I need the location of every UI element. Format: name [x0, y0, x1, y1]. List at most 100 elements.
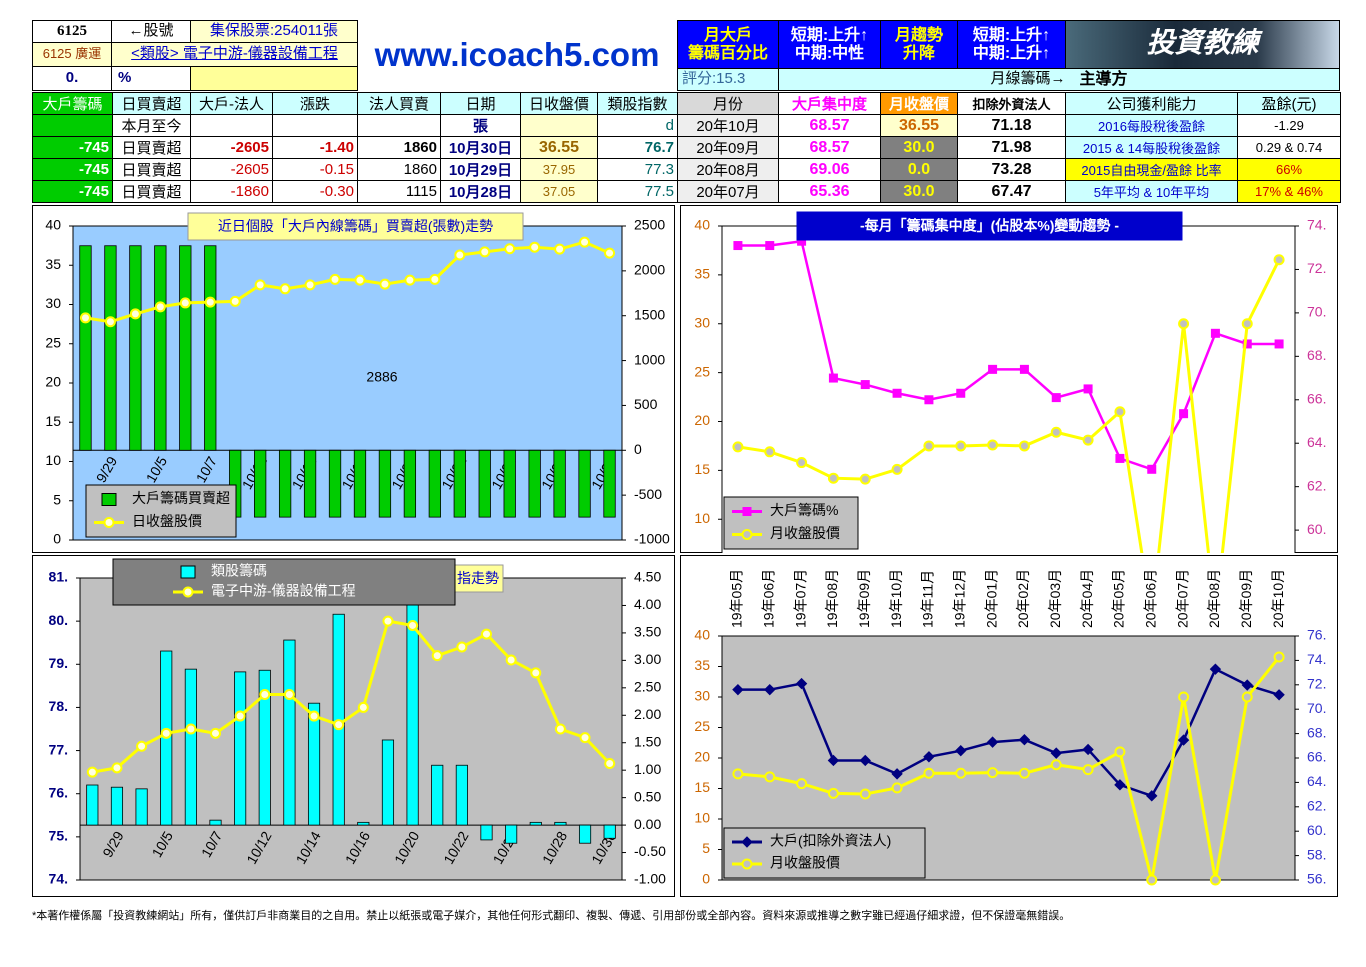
- y2-tick-label: 68.: [1307, 724, 1326, 740]
- bar: [209, 819, 222, 826]
- title-box: [796, 211, 1183, 241]
- bar: [455, 764, 468, 826]
- chart-panel: 0 5 10 15 20 25 30 35 40 -1000 -500 0 500 1000 1500 200…: [32, 205, 675, 553]
- marker: [329, 273, 341, 285]
- marker: [1114, 746, 1126, 758]
- cell: 20年07月: [677, 180, 779, 203]
- cell: 張: [440, 114, 521, 137]
- bar: [578, 449, 591, 518]
- x-tick-label: 19年10月: [888, 569, 904, 628]
- cell: 1115: [357, 180, 441, 203]
- legend-swatch: [101, 493, 117, 506]
- marker: [554, 723, 566, 735]
- y2-tick-label: 72.: [1307, 260, 1326, 276]
- chart-panel: 0 5 10 15 20 25 30 35 40 56. 58. 60. 62. 64. 66. 68. 70.…: [680, 555, 1338, 897]
- line: [85, 240, 611, 324]
- line: [737, 656, 1281, 881]
- marker: [1050, 759, 1062, 771]
- bar: [381, 739, 395, 826]
- label: 月大戶: [703, 26, 752, 44]
- y2-tick-label: 62.: [1307, 477, 1326, 493]
- marker: [354, 274, 366, 286]
- marker: [579, 236, 591, 248]
- legend-label: 大戶籌碼買賣超: [132, 490, 230, 506]
- trend: 短期:上升↑ 中期:上升↑: [957, 20, 1066, 69]
- marker: [1146, 874, 1158, 886]
- legend-box: [723, 496, 859, 550]
- bar: [307, 702, 321, 826]
- legend-swatch: [180, 565, 196, 579]
- cell: 20年08月: [677, 158, 779, 181]
- label: 中期:上升↑: [972, 44, 1051, 62]
- marker: [1147, 464, 1157, 474]
- stock-name: 6125 廣運: [32, 42, 112, 67]
- marker: [1115, 453, 1125, 463]
- header-cell: 大戶-法人: [190, 92, 273, 115]
- legend-label: 大戶(扣除外資法人): [770, 833, 891, 849]
- line: [737, 239, 1280, 471]
- y2-tick-label: 62.: [1307, 798, 1326, 814]
- cell: 68.57: [778, 114, 881, 137]
- y2-tick-label: 66.: [1307, 749, 1326, 765]
- x-tick-label: 20年03月: [1047, 569, 1063, 628]
- marker: [479, 246, 491, 258]
- marker: [259, 688, 271, 700]
- marker: [955, 767, 967, 779]
- y-tick-label: 40: [694, 627, 710, 643]
- marker: [529, 241, 541, 253]
- bar: [603, 824, 616, 839]
- marker: [924, 395, 934, 405]
- y2-tick-label: 2.00: [634, 706, 661, 722]
- marker: [987, 439, 999, 451]
- y2-tick-label: 1000: [634, 351, 665, 367]
- marker: [891, 782, 903, 794]
- marker: [1050, 747, 1062, 759]
- marker: [481, 628, 492, 640]
- marker: [764, 683, 776, 696]
- bar: [184, 668, 197, 826]
- line: [737, 259, 1281, 553]
- marker: [1177, 734, 1190, 746]
- marker: [333, 719, 345, 731]
- x-tick-label: 19年05月: [729, 569, 745, 628]
- cell: 2016每股稅後盈餘: [1065, 114, 1238, 137]
- marker: [283, 688, 295, 700]
- cell: -2605: [190, 136, 273, 159]
- y2-tick-label: 72.: [1307, 676, 1326, 692]
- y-tick-label: 0: [53, 531, 61, 547]
- marker: [1082, 764, 1094, 776]
- marker: [1209, 874, 1221, 886]
- cell: -1.29: [1237, 114, 1341, 137]
- marker: [923, 751, 935, 763]
- legend-label: 月收盤股價: [770, 525, 840, 541]
- header-cell: 日買賣超: [112, 92, 191, 115]
- bar: [428, 449, 441, 518]
- marker: [764, 771, 776, 783]
- cell: [32, 114, 113, 137]
- marker: [229, 295, 241, 307]
- marker: [254, 279, 266, 291]
- y-tick-label: 40: [694, 217, 710, 233]
- y2-tick-label: 64.: [1307, 434, 1326, 450]
- bar: [179, 245, 192, 451]
- marker: [955, 440, 967, 452]
- marker: [741, 529, 753, 540]
- marker: [891, 768, 903, 780]
- y-tick-label: 5: [53, 491, 61, 507]
- y-tick-label: 10: [45, 452, 61, 468]
- y-tick-label: 10: [694, 810, 710, 826]
- cell: 日買賣超: [112, 180, 191, 203]
- chart-title: 指走勢: [457, 570, 499, 586]
- marker: [765, 241, 775, 251]
- marker: [827, 787, 839, 799]
- chart-title: -每月「籌碼集中度」(佔股本%)變動趨勢 -: [860, 218, 1119, 234]
- y2-tick-label: 2.50: [634, 679, 661, 695]
- y-tick-label: 30: [694, 688, 710, 704]
- monthly-chip: 月線籌碼→ 主導方: [778, 68, 1340, 91]
- bar: [110, 786, 124, 826]
- bar: [204, 245, 217, 451]
- cell: -745: [32, 180, 113, 203]
- bar: [353, 449, 367, 518]
- marker: [129, 308, 141, 320]
- cell: 30.0: [880, 180, 958, 203]
